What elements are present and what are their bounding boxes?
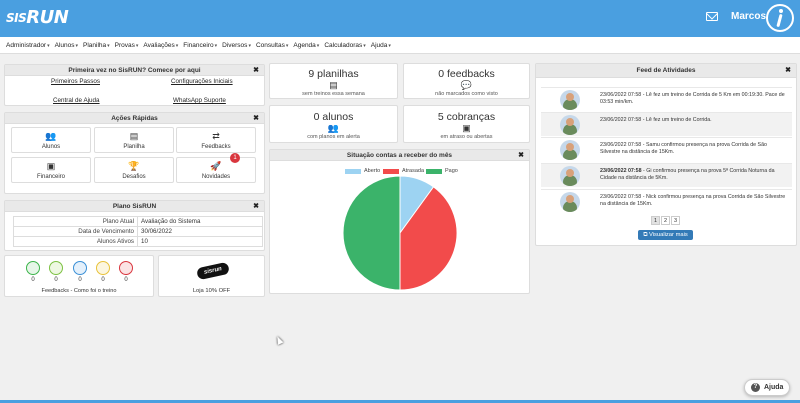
panel-title: Ações Rápidas ✖	[5, 113, 264, 124]
quick-actions-panel: Ações Rápidas ✖ 👥 Alunos ▤ Planilha ⇄ Feedba…	[4, 112, 265, 194]
money-icon: ▣	[462, 123, 471, 133]
receivables-pie-chart	[342, 175, 458, 291]
list-item[interactable]: 23/06/2022 07:58 - Lê fez um treino de C…	[541, 87, 792, 111]
smiley-happy-icon[interactable]	[49, 261, 63, 275]
users-icon: 👥	[327, 123, 340, 133]
smiley-sad-icon[interactable]	[119, 261, 133, 275]
avatar	[560, 90, 580, 110]
mouse-cursor-icon	[274, 335, 284, 345]
menu-planilha[interactable]: Planilha	[83, 42, 110, 49]
close-icon[interactable]: ✖	[253, 203, 259, 210]
page-1-button[interactable]: 1	[651, 216, 660, 225]
link-central-de-ajuda[interactable]: Central de Ajuda	[53, 97, 100, 104]
feedback-count: 0	[124, 277, 128, 283]
table-row: Data de Vencimento 30/06/2022	[13, 226, 263, 237]
link-whatsapp-suporte[interactable]: WhatsApp Suporte	[173, 97, 226, 104]
sisrun-logo[interactable]: SISRUN	[6, 7, 69, 28]
menu-financeiro[interactable]: Financeiro	[183, 42, 217, 49]
feedbacks-panel: 0 0 0 0 0 Feedbacks - Como foi o treino	[4, 255, 154, 297]
avatar	[560, 115, 580, 135]
feedback-count: 0	[31, 277, 35, 283]
chart-title: Situação contas a receber do mês ✖	[270, 150, 529, 161]
store-logo: sisrun	[196, 261, 230, 281]
close-icon[interactable]: ✖	[253, 67, 259, 74]
avatar	[560, 166, 580, 186]
first-time-panel: Primeira vez no SisRUN? Comece por aqui ✖…	[4, 64, 265, 106]
quick-financeiro-button[interactable]: ▣ Financeiro	[11, 157, 91, 183]
page-3-button[interactable]: 3	[671, 216, 680, 225]
feedback-count: 0	[54, 277, 58, 283]
link-configuracoes-iniciais[interactable]: Configurações Iniciais	[171, 78, 233, 85]
menu-provas[interactable]: Provas	[115, 42, 139, 49]
menu-alunos[interactable]: Alunos	[55, 42, 78, 49]
list-item[interactable]: 23/06/2022 07:58 - Nick confirmou presen…	[541, 189, 792, 213]
table-row: Alunos Ativos 10	[13, 236, 263, 247]
id-card-icon: ▤	[329, 80, 338, 90]
rocket-icon: 🚀	[210, 161, 222, 171]
menu-consultas[interactable]: Consultas	[256, 42, 288, 49]
money-icon: ▣	[46, 161, 56, 171]
store-panel[interactable]: sisrun Loja 10% OFF	[158, 255, 265, 297]
id-card-icon: ▤	[129, 131, 139, 141]
close-icon[interactable]: ✖	[518, 152, 524, 159]
avatar	[560, 192, 580, 212]
quick-alunos-button[interactable]: 👥 Alunos	[11, 127, 91, 153]
trophy-icon: 🏆	[128, 161, 140, 171]
panel-title: Plano SisRUN ✖	[5, 201, 264, 212]
users-icon: 👥	[45, 131, 57, 141]
feedback-count: 0	[78, 277, 82, 283]
menu-avaliacoes[interactable]: Avaliações	[143, 42, 178, 49]
table-row: Plano Atual Avaliação do Sistema	[13, 216, 263, 227]
help-button[interactable]: Ajuda	[744, 379, 790, 396]
comments-icon: 💬	[460, 80, 473, 90]
notification-badge: 1	[230, 153, 240, 163]
avatar	[560, 140, 580, 160]
user-avatar[interactable]	[766, 4, 794, 32]
user-name[interactable]: Marcos	[731, 11, 767, 22]
menu-administrador[interactable]: Administrador	[6, 42, 50, 49]
top-header: SISRUN Marcos	[0, 0, 800, 37]
plan-table: Plano Atual Avaliação do Sistema Data de …	[13, 216, 263, 247]
close-icon[interactable]: ✖	[253, 115, 259, 122]
chart-legend-atrasada[interactable]: Atrasada	[383, 168, 424, 174]
exchange-icon: ⇄	[212, 131, 220, 141]
smiley-meh-icon[interactable]	[96, 261, 110, 275]
menu-ajuda[interactable]: Ajuda	[371, 42, 391, 49]
feed-pagination: 1 2 3	[651, 216, 681, 225]
view-more-button[interactable]: ⧉ Visualizar mais	[638, 230, 693, 240]
menu-calculadoras[interactable]: Calculadoras	[324, 42, 365, 49]
menu-diversos[interactable]: Diversos	[222, 42, 251, 49]
stat-planilhas-card[interactable]: 9 planilhas ▤ sem treinos essa semana	[269, 63, 398, 99]
quick-feedbacks-button[interactable]: ⇄ Feedbacks	[176, 127, 256, 153]
feedbacks-label: Feedbacks - Como foi o treino	[41, 288, 117, 294]
pie-slice-pago[interactable]	[342, 175, 401, 291]
stat-feedbacks-card[interactable]: 0 feedbacks 💬 não marcados como visto	[403, 63, 530, 99]
mail-icon[interactable]	[706, 12, 718, 21]
stat-cobrancas-card[interactable]: 5 cobranças ▣ em atraso ou abertas	[403, 105, 530, 143]
close-icon[interactable]: ✖	[785, 67, 791, 74]
page-2-button[interactable]: 2	[661, 216, 670, 225]
plan-panel: Plano SisRUN ✖ Plano Atual Avaliação do Si…	[4, 200, 265, 251]
smiley-very-happy-icon[interactable]	[26, 261, 40, 275]
footer-bar	[0, 400, 800, 403]
pie-slice-atrasada[interactable]	[399, 186, 458, 291]
main-menu: Administrador Alunos Planilha Provas Ava…	[0, 37, 800, 54]
panel-title: Primeira vez no SisRUN? Comece por aqui ✖	[5, 65, 264, 76]
link-primeiros-passos[interactable]: Primeiros Passos	[51, 78, 100, 85]
quick-novidades-button[interactable]: 🚀 Novidades 1	[176, 153, 256, 183]
panel-title: Feed de Atividades ✖	[536, 64, 796, 78]
quick-planilha-button[interactable]: ▤ Planilha	[94, 127, 174, 153]
list-item[interactable]: 23/06/2022 07:58 - Gi confirmou presença…	[541, 163, 792, 187]
list-item[interactable]: 23/06/2022 07:58 - Samu confirmou presen…	[541, 137, 792, 161]
feedback-count: 0	[101, 277, 105, 283]
stat-alunos-card[interactable]: 0 alunos 👥 com planos em alerta	[269, 105, 398, 143]
smiley-neutral-icon[interactable]	[73, 261, 87, 275]
menu-agenda[interactable]: Agenda	[293, 42, 319, 49]
list-item[interactable]: 23/06/2022 07:58 - Lê fez um treino de C…	[541, 112, 792, 136]
chart-legend-aberto[interactable]: Aberto	[345, 168, 380, 174]
external-link-icon: ⧉	[643, 232, 649, 238]
quick-desafios-button[interactable]: 🏆 Desafios	[94, 157, 174, 183]
chart-legend-pago[interactable]: Pago	[426, 168, 458, 174]
store-label: Loja 10% OFF	[192, 288, 231, 294]
